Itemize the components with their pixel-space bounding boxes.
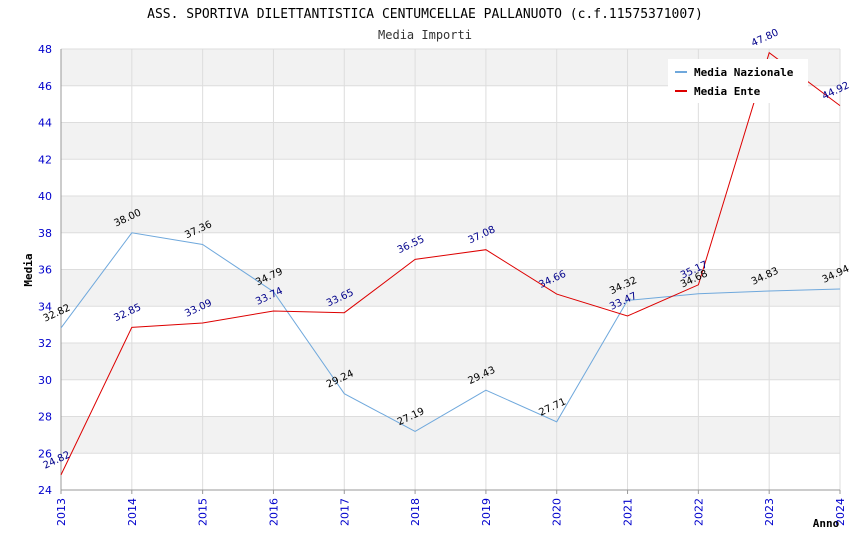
x-tick-label: 2021 — [622, 498, 635, 526]
y-tick-label: 28 — [38, 411, 52, 424]
x-tick-label: 2020 — [551, 498, 564, 526]
series-lines — [60, 51, 841, 476]
x-tick-label: 2015 — [197, 498, 210, 526]
x-tick-label: 2014 — [126, 498, 139, 526]
grid-band — [61, 343, 840, 380]
legend-entry: Media Nazionale — [694, 66, 794, 79]
y-tick-label: 24 — [38, 484, 52, 497]
y-axis: 24 26 28 30 32 34 36 38 40 42 44 46 48 — [38, 43, 62, 497]
grid-band — [61, 416, 840, 454]
legend-box — [668, 59, 808, 103]
series-line-media-nazionale — [60, 232, 841, 432]
y-tick-label: 34 — [38, 300, 52, 313]
y-tick-label: 40 — [38, 190, 52, 203]
y-tick-label: 48 — [38, 43, 52, 56]
y-tick-label: 30 — [38, 374, 52, 387]
x-tick-label: 2013 — [55, 498, 68, 526]
x-tick-label: 2018 — [409, 498, 422, 526]
legend: Media Nazionale Media Ente — [668, 59, 808, 103]
y-tick-label: 36 — [38, 264, 52, 277]
x-tick-label: 2024 — [834, 498, 847, 526]
x-tick-label: 2019 — [480, 498, 493, 526]
y-tick-label: 46 — [38, 80, 52, 93]
data-label: 27.71 — [537, 396, 568, 418]
y-tick-label: 32 — [38, 337, 52, 350]
y-axis-label: Media — [22, 253, 35, 286]
x-axis: 2013 2014 2015 2016 2017 2018 2019 2020 2021 2022… — [55, 489, 847, 526]
x-tick-label: 2017 — [338, 498, 351, 526]
data-label: 47.80 — [750, 27, 781, 49]
chart-subtitle: Media Importi — [378, 28, 472, 42]
grid-band — [61, 196, 840, 233]
x-axis-label: Anno — [813, 517, 840, 530]
y-tick-label: 26 — [38, 447, 52, 460]
x-tick-label: 2016 — [267, 498, 280, 526]
chart-title: ASS. SPORTIVA DILETTANTISTICA CENTUMCELL… — [147, 7, 703, 22]
legend-entry: Media Ente — [694, 85, 761, 98]
x-tick-label: 2023 — [763, 498, 776, 526]
y-tick-label: 44 — [38, 117, 52, 130]
grid-band — [61, 269, 840, 307]
x-tick-label: 2022 — [692, 498, 705, 526]
grid-band — [61, 122, 840, 160]
data-label: 36.55 — [396, 234, 427, 256]
grid-bands — [60, 48, 841, 491]
y-tick-label: 38 — [38, 227, 52, 240]
series-line-media-ente — [60, 51, 841, 476]
y-tick-label: 42 — [38, 153, 52, 166]
